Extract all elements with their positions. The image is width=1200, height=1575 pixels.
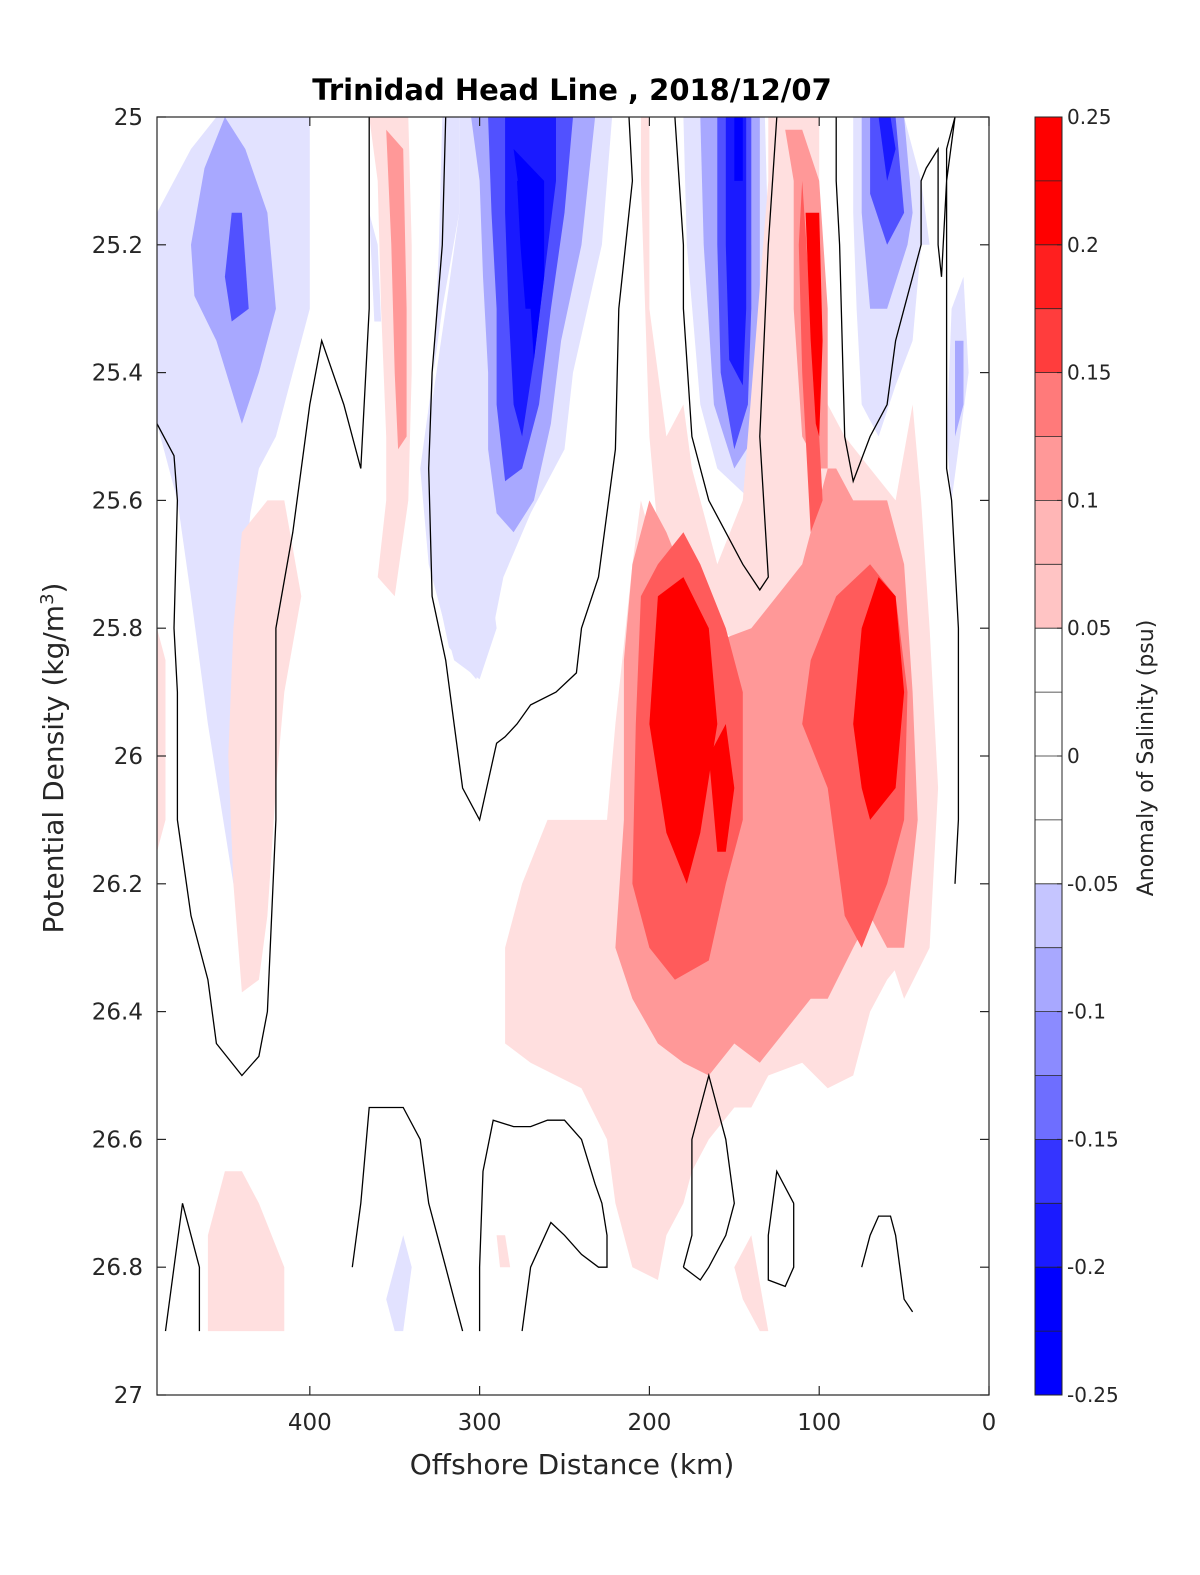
colorbar-tick-label: -0.05: [1067, 872, 1119, 896]
colorbar-swatch: [1035, 947, 1062, 1013]
chart-title: Trinidad Head Line , 2018/12/07: [312, 73, 832, 107]
colorbar-swatch: [1035, 372, 1062, 437]
zero-contour-line: [428, 117, 634, 822]
colorbar-tick-label: 0.05: [1067, 616, 1112, 640]
colorbar-tick-label: -0.2: [1067, 1255, 1106, 1279]
contour-region: [798, 180, 823, 533]
colorbar-swatch: [1035, 244, 1062, 310]
y-axis-label-tail: ): [37, 583, 70, 594]
contour-region: [725, 117, 747, 386]
colorbar-swatch: [1035, 180, 1062, 246]
x-tick-label: 200: [627, 1410, 671, 1436]
colorbar-swatch: [1035, 1267, 1062, 1332]
contour-region: [157, 628, 166, 852]
contour-region: [228, 500, 302, 993]
colorbar-swatch: [1035, 1011, 1062, 1076]
zero-contour-line: [835, 117, 960, 884]
contour-region: [734, 1235, 769, 1332]
colorbar-tick-label: 0.1: [1067, 488, 1099, 512]
x-tick-label: 100: [797, 1410, 841, 1436]
colorbar-label: Anomaly of Salinity (psu): [1134, 620, 1159, 897]
colorbar-swatch: [1035, 1139, 1062, 1204]
contour-region: [386, 1235, 412, 1332]
colorbar-swatch: [1035, 500, 1062, 565]
colorbar-tick-label: -0.15: [1067, 1127, 1119, 1151]
contour-region: [878, 117, 896, 181]
contour-region: [386, 129, 407, 450]
contour-region: [649, 577, 718, 884]
y-tick-label: 26.6: [92, 1127, 143, 1153]
colorbar-tick-label: 0.15: [1067, 361, 1112, 385]
y-axis-label-main: Potential Density (kg/m: [37, 605, 70, 934]
y-axis-label: Potential Density (kg/m3): [37, 583, 71, 934]
x-tick-label: 0: [982, 1410, 997, 1436]
colorbar-swatch: [1035, 436, 1062, 501]
colorbar-tick-label: 0: [1067, 744, 1080, 768]
contour-region: [496, 1235, 511, 1268]
zero-contour-line: [157, 117, 370, 1077]
zero-contour-line: [674, 117, 778, 592]
colorbar-swatch: [1035, 1075, 1062, 1140]
zero-contour-lines: [157, 117, 960, 1332]
y-tick-label: 26: [114, 744, 143, 770]
y-tick-label: 25.6: [92, 488, 143, 514]
zero-contour-line: [682, 1072, 735, 1281]
contour-region: [708, 724, 735, 852]
y-tick-label: 26.4: [92, 1000, 143, 1026]
colorbar-swatch: [1035, 1331, 1062, 1396]
colorbar: 0.25 0.2 0.15 0.1 0.05 0 -0.05 -0.1 -0.15 -0.2 -0.…: [1034, 105, 1119, 1407]
y-axis-label-superscript: 3: [37, 593, 58, 604]
y-tick-label: 25.4: [92, 361, 143, 387]
colorbar-tick-label: -0.1: [1067, 1000, 1106, 1024]
axis-ticks: 400 300 200 100 0 25 25.2 25.4 25.6 25.8 26 26.2 26.…: [92, 105, 997, 1436]
x-tick-label: 400: [288, 1410, 332, 1436]
colorbar-tick-label: 0.2: [1067, 233, 1099, 257]
contour-region: [734, 117, 743, 181]
colorbar-tick-label: -0.25: [1067, 1383, 1119, 1407]
contour-region: [207, 1171, 285, 1332]
colorbar-swatch: [1035, 308, 1062, 374]
colorbar-swatch: [1035, 1203, 1062, 1268]
colorbar-swatch: [1035, 819, 1062, 885]
zero-contour-line: [767, 1169, 795, 1288]
y-tick-label: 27: [114, 1383, 143, 1409]
colorbar-swatch: [1035, 692, 1062, 757]
y-tick-label: 25.2: [92, 233, 143, 259]
colorbar-swatch: [1035, 883, 1062, 949]
contour-region: [870, 628, 901, 756]
filled-contours: [157, 117, 969, 1332]
x-axis-label: Offshore Distance (km): [410, 1448, 735, 1481]
y-tick-label: 25: [114, 105, 143, 131]
contour-region: [517, 180, 534, 309]
zero-contour-line: [478, 1119, 608, 1332]
contour-region: [805, 212, 823, 437]
zero-contour-line: [861, 1215, 914, 1313]
colorbar-swatch: [1035, 756, 1062, 821]
y-tick-label: 26.2: [92, 872, 143, 898]
contour-region: [224, 212, 249, 322]
contour-region: [955, 340, 964, 437]
colorbar-swatch: [1035, 564, 1062, 629]
zero-contour-line: [351, 1106, 464, 1332]
contour-region: [369, 212, 382, 322]
colorbar-swatch: [1035, 628, 1062, 693]
y-tick-label: 26.8: [92, 1255, 143, 1281]
colorbar-swatch: [1035, 117, 1062, 182]
colorbar-tick-label: 0.25: [1067, 105, 1112, 129]
zero-contour-line: [164, 1203, 201, 1332]
x-tick-label: 300: [458, 1410, 502, 1436]
y-tick-label: 25.8: [92, 616, 143, 642]
